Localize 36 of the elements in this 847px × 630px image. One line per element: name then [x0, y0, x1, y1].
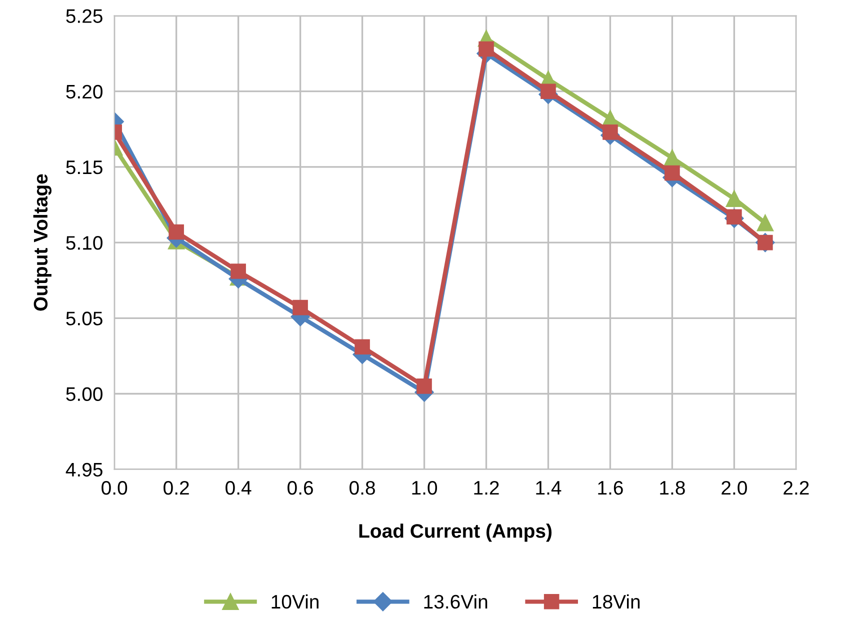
- y-tick-label: 5.10: [66, 236, 102, 250]
- y-tick-label: 4.95: [66, 462, 102, 477]
- x-tick-label: 0.4: [226, 480, 252, 495]
- point: [478, 41, 494, 57]
- point: [664, 165, 680, 181]
- x-tick-label: 0.0: [102, 480, 128, 495]
- point: [354, 339, 370, 355]
- point: [540, 84, 556, 99]
- y-tick-label: 5.05: [66, 312, 102, 326]
- x-tick-label: 1.6: [598, 480, 623, 495]
- point: [664, 150, 681, 166]
- x-tick-label: 2.2: [784, 480, 809, 495]
- y-tick-label: 5.15: [66, 160, 102, 174]
- x-tick-label: 0.2: [164, 480, 189, 495]
- x-tick-label: 0.8: [350, 480, 375, 495]
- x-tick-label: 0.6: [288, 480, 313, 495]
- x-tick-label: 2.0: [722, 480, 747, 495]
- point: [416, 378, 432, 394]
- point: [726, 190, 743, 208]
- x-axis-title: Load Current (Amps): [359, 524, 552, 542]
- y-tick-label: 5.00: [66, 387, 102, 401]
- point: [292, 300, 308, 316]
- x-tick-label: 1.8: [660, 480, 685, 495]
- x-tick-label: 1.0: [412, 480, 438, 495]
- y-tick-label: 5.20: [66, 84, 102, 99]
- x-tick-label: 1.4: [536, 481, 562, 495]
- legend-label: 10Vin: [272, 594, 318, 609]
- y-tick-label: 5.25: [66, 9, 102, 23]
- x-tick-label: 1.2: [474, 480, 499, 495]
- point: [602, 124, 618, 140]
- point: [168, 224, 184, 240]
- legend-label: 18Vin: [592, 594, 640, 609]
- point: [230, 264, 246, 279]
- legend-label: 13.6Vin: [424, 594, 488, 609]
- y-axis-title: Output Voltage: [33, 174, 52, 311]
- point: [756, 214, 774, 232]
